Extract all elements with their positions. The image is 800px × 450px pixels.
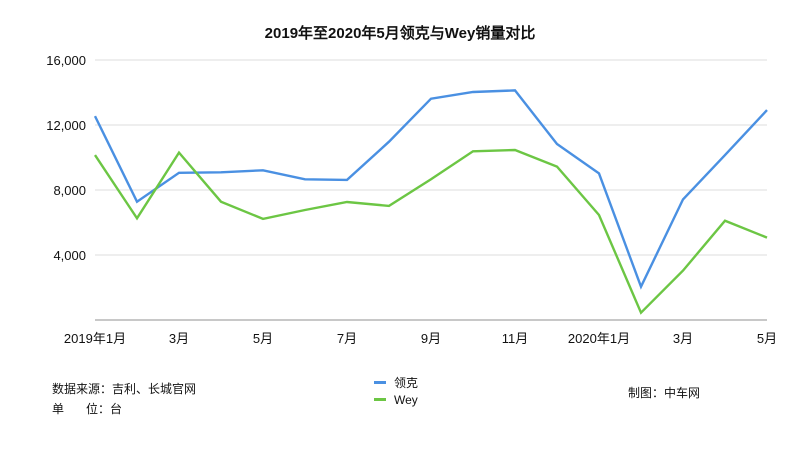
legend-item-lynkco: 领克 [374,374,418,391]
unit-label-a: 单 [52,402,65,416]
y-axis-ticks: 4,000 8,000 12,000 16,000 [46,53,86,263]
x-tick-label: 3月 [673,331,693,346]
unit-label-b: 位：台 [86,402,123,416]
legend-swatch-wey [374,398,386,401]
legend-item-wey: Wey [374,391,418,408]
series-line-wey [94,148,768,315]
legend-swatch-lynkco [374,381,386,384]
x-axis-ticks: 2019年1月 3月 5月 7月 9月 11月 2020年1月 3月 5月 [64,331,777,346]
x-tick-label: 5月 [253,331,273,346]
x-tick-label: 2019年1月 [64,331,126,346]
chart-legend: 领克 Wey [374,374,418,408]
y-tick-label: 12,000 [46,118,86,133]
chart-credit: 制图：中车网 [628,386,701,400]
data-source-note: 数据来源：吉利、长城官网 [52,382,197,396]
series-lines [93,89,768,315]
x-tick-label: 3月 [169,331,189,346]
x-tick-label: 7月 [337,331,357,346]
x-tick-label: 2020年1月 [568,331,630,346]
chart-title: 2019年至2020年5月领克与Wey销量对比 [264,25,536,42]
x-tick-label: 11月 [502,331,529,346]
legend-label-wey: Wey [394,392,418,407]
series-line-lynkco [93,89,768,290]
x-tick-label: 5月 [757,331,777,346]
legend-label-lynkco: 领克 [394,376,419,390]
x-tick-label: 9月 [421,331,441,346]
y-tick-label: 4,000 [53,248,86,263]
y-tick-label: 16,000 [46,53,86,68]
unit-note: 单 位：台 [52,399,122,419]
y-tick-label: 8,000 [53,183,86,198]
